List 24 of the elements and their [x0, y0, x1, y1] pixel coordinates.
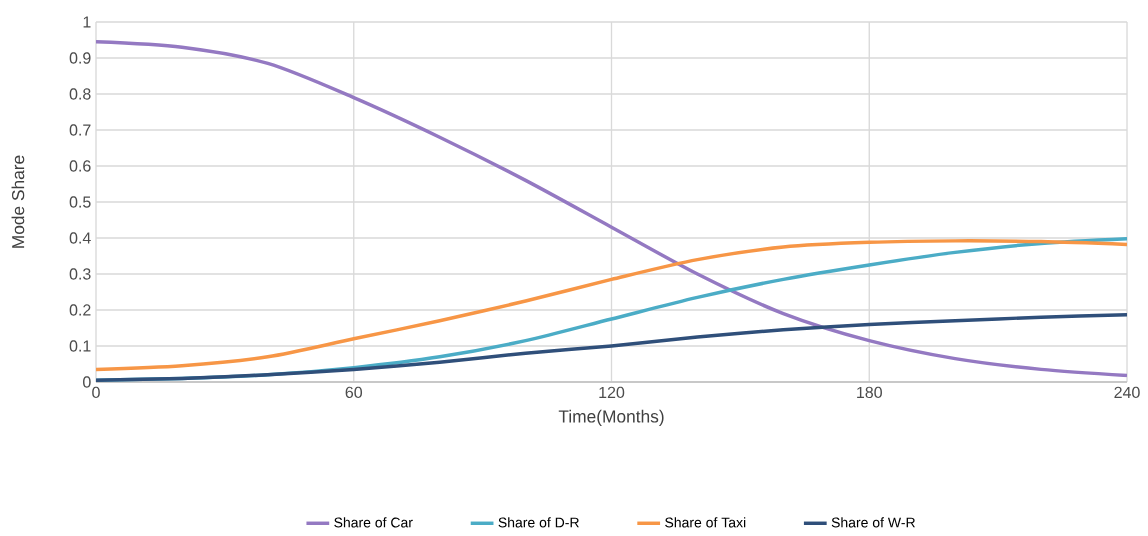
- x-tick-label: 240: [1114, 386, 1140, 399]
- y-tick-label: 0.7: [69, 124, 91, 136]
- x-tick-label: 60: [345, 386, 363, 399]
- x-tick-label: 120: [599, 386, 625, 399]
- y-tick-label: 0.8: [69, 88, 91, 100]
- y-tick-label: 0.2: [69, 304, 91, 316]
- y-tick-label: 1: [83, 16, 91, 28]
- x-tick-label: 0: [92, 386, 100, 399]
- legend-label: Share of D-R: [498, 517, 579, 528]
- legend-label: Share of Car: [334, 517, 413, 528]
- y-axis-title: Mode Share: [11, 155, 25, 248]
- x-axis-title: Time(Months): [558, 409, 664, 427]
- legend-label: Share of W-R: [831, 517, 915, 528]
- y-tick-label: 0.5: [69, 196, 91, 208]
- line-series: [96, 40, 1128, 378]
- y-tick-label: 0.1: [69, 340, 91, 352]
- y-tick-label: 0.4: [69, 232, 91, 244]
- y-tick-label: 0.6: [69, 160, 91, 172]
- line-series: [96, 312, 1128, 382]
- y-tick-label: 0: [83, 376, 91, 388]
- y-tick-label: 0.3: [69, 268, 91, 280]
- x-tick-label: 180: [857, 386, 882, 399]
- y-tick-label: 0.9: [69, 52, 91, 64]
- legend-label: Share of Taxi: [665, 517, 746, 528]
